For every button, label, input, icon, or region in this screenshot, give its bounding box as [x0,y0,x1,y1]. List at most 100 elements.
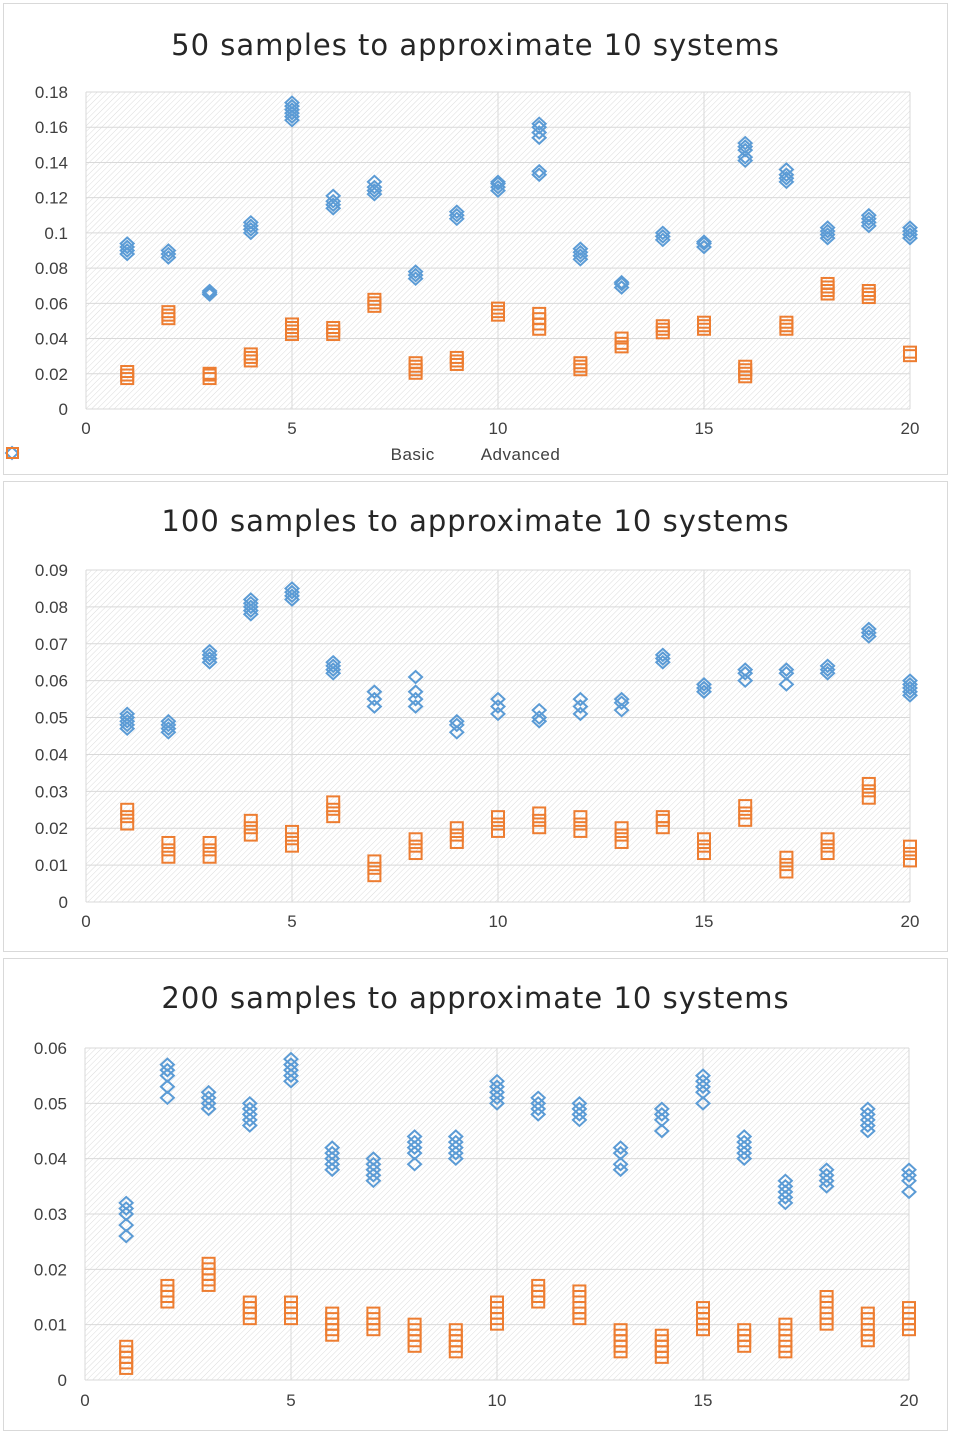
data-point-advanced [284,1295,298,1309]
data-point-basic [448,713,465,729]
data-point-basic [653,1107,670,1122]
data-point-basic [696,236,712,251]
data-point-advanced [202,850,217,864]
data-point-basic [653,1101,670,1117]
x-tick-label: 20 [900,1391,919,1410]
data-point-basic [118,1206,135,1222]
data-point-basic [159,1090,176,1106]
data-point-advanced [491,301,505,315]
data-point-basic [613,276,630,292]
data-point-advanced [738,359,753,373]
data-point-advanced [491,810,505,824]
data-point-advanced [367,869,382,883]
data-point-advanced [449,821,464,835]
data-point-basic [406,1140,423,1155]
x-tick-label: 0 [81,912,90,931]
data-point-advanced [614,331,629,345]
data-point-basic [612,1140,629,1155]
x-tick-label: 10 [489,419,508,438]
data-point-basic [407,264,424,279]
y-tick-label: 0.01 [35,856,68,875]
chart-title: 100 samples to approximate 10 systems [161,504,790,538]
data-point-advanced [160,1278,175,1292]
data-point-advanced [408,832,423,846]
data-point-basic [159,1057,176,1072]
data-point-advanced [120,810,135,824]
chart-title: 50 samples to approximate 10 systems [171,28,780,62]
data-point-advanced [614,835,629,849]
data-point-advanced [573,817,588,831]
data-point-basic [489,1073,505,1089]
data-point-basic [118,1195,135,1211]
data-point-basic [283,1051,299,1067]
data-point-basic [695,1084,711,1100]
y-tick-label: 0.16 [35,118,68,137]
y-tick-label: 0.08 [35,598,68,617]
data-point-basic [118,1201,135,1216]
data-point-advanced [449,350,464,364]
data-point-basic [654,225,671,241]
y-tick-label: 0 [59,893,68,912]
data-point-basic [324,1156,341,1172]
data-point-advanced [820,847,835,861]
data-point-basic [406,1134,423,1150]
data-point-basic [325,188,342,204]
data-point-basic [737,673,754,689]
data-point-basic [490,176,506,191]
data-point-basic [612,1162,629,1178]
y-tick-label: 0.02 [34,1260,67,1279]
legend-item-basic: Basic [4,445,435,465]
data-point-basic [736,1134,753,1150]
data-point-basic [695,1095,711,1111]
x-tick-label: 15 [695,912,714,931]
data-point-advanced [366,1306,381,1320]
data-point-basic [241,1107,258,1122]
data-point-basic [365,1162,382,1178]
data-point-advanced [119,1339,134,1353]
data-point-advanced [532,821,547,835]
data-point-advanced [820,839,835,853]
data-point-advanced [860,1306,875,1320]
scatter-plot-200-samples: 0 0.01 0.02 0.03 0.04 0.05 0.06 0 5 10 15 20 [34,1039,919,1410]
data-point-basic [819,658,836,674]
data-point-basic [159,1068,176,1084]
data-point-advanced [491,817,505,831]
y-tick-label: 0.06 [34,1039,67,1058]
data-point-basic [571,1112,588,1128]
data-point-basic [489,1084,505,1100]
data-point-basic [490,699,506,714]
data-point-basic [612,1156,629,1172]
data-point-basic [901,1173,917,1189]
data-point-basic [447,1145,464,1161]
data-point-basic [572,706,589,722]
data-point-basic [241,1101,258,1117]
data-point-basic [859,1112,876,1128]
data-point-advanced [697,315,711,329]
y-tick-label: 0.09 [35,561,68,580]
data-point-basic [489,1079,505,1095]
data-point-advanced [697,832,711,846]
data-point-basic [572,699,589,714]
data-point-basic [119,706,136,722]
data-point-basic [860,207,877,223]
data-point-advanced [654,1328,669,1342]
data-point-basic [241,1112,258,1128]
data-point-advanced [242,1295,257,1309]
x-tick-label: 20 [901,912,920,931]
x-tick-label: 15 [695,419,714,438]
data-point-advanced [738,813,753,827]
y-tick-label: 0.14 [35,153,68,172]
data-point-basic [241,1095,258,1111]
y-tick-label: 0.1 [44,224,68,243]
y-tick-label: 0 [58,1371,67,1390]
data-point-basic [365,1173,382,1189]
data-point-basic [447,1134,464,1150]
data-point-basic [365,1156,382,1172]
data-point-advanced [614,821,629,835]
data-point-basic [283,1062,299,1078]
data-point-basic [324,1140,341,1155]
data-point-advanced [902,1301,916,1315]
y-tick-label: 0.04 [35,330,68,349]
data-point-advanced [573,810,588,824]
